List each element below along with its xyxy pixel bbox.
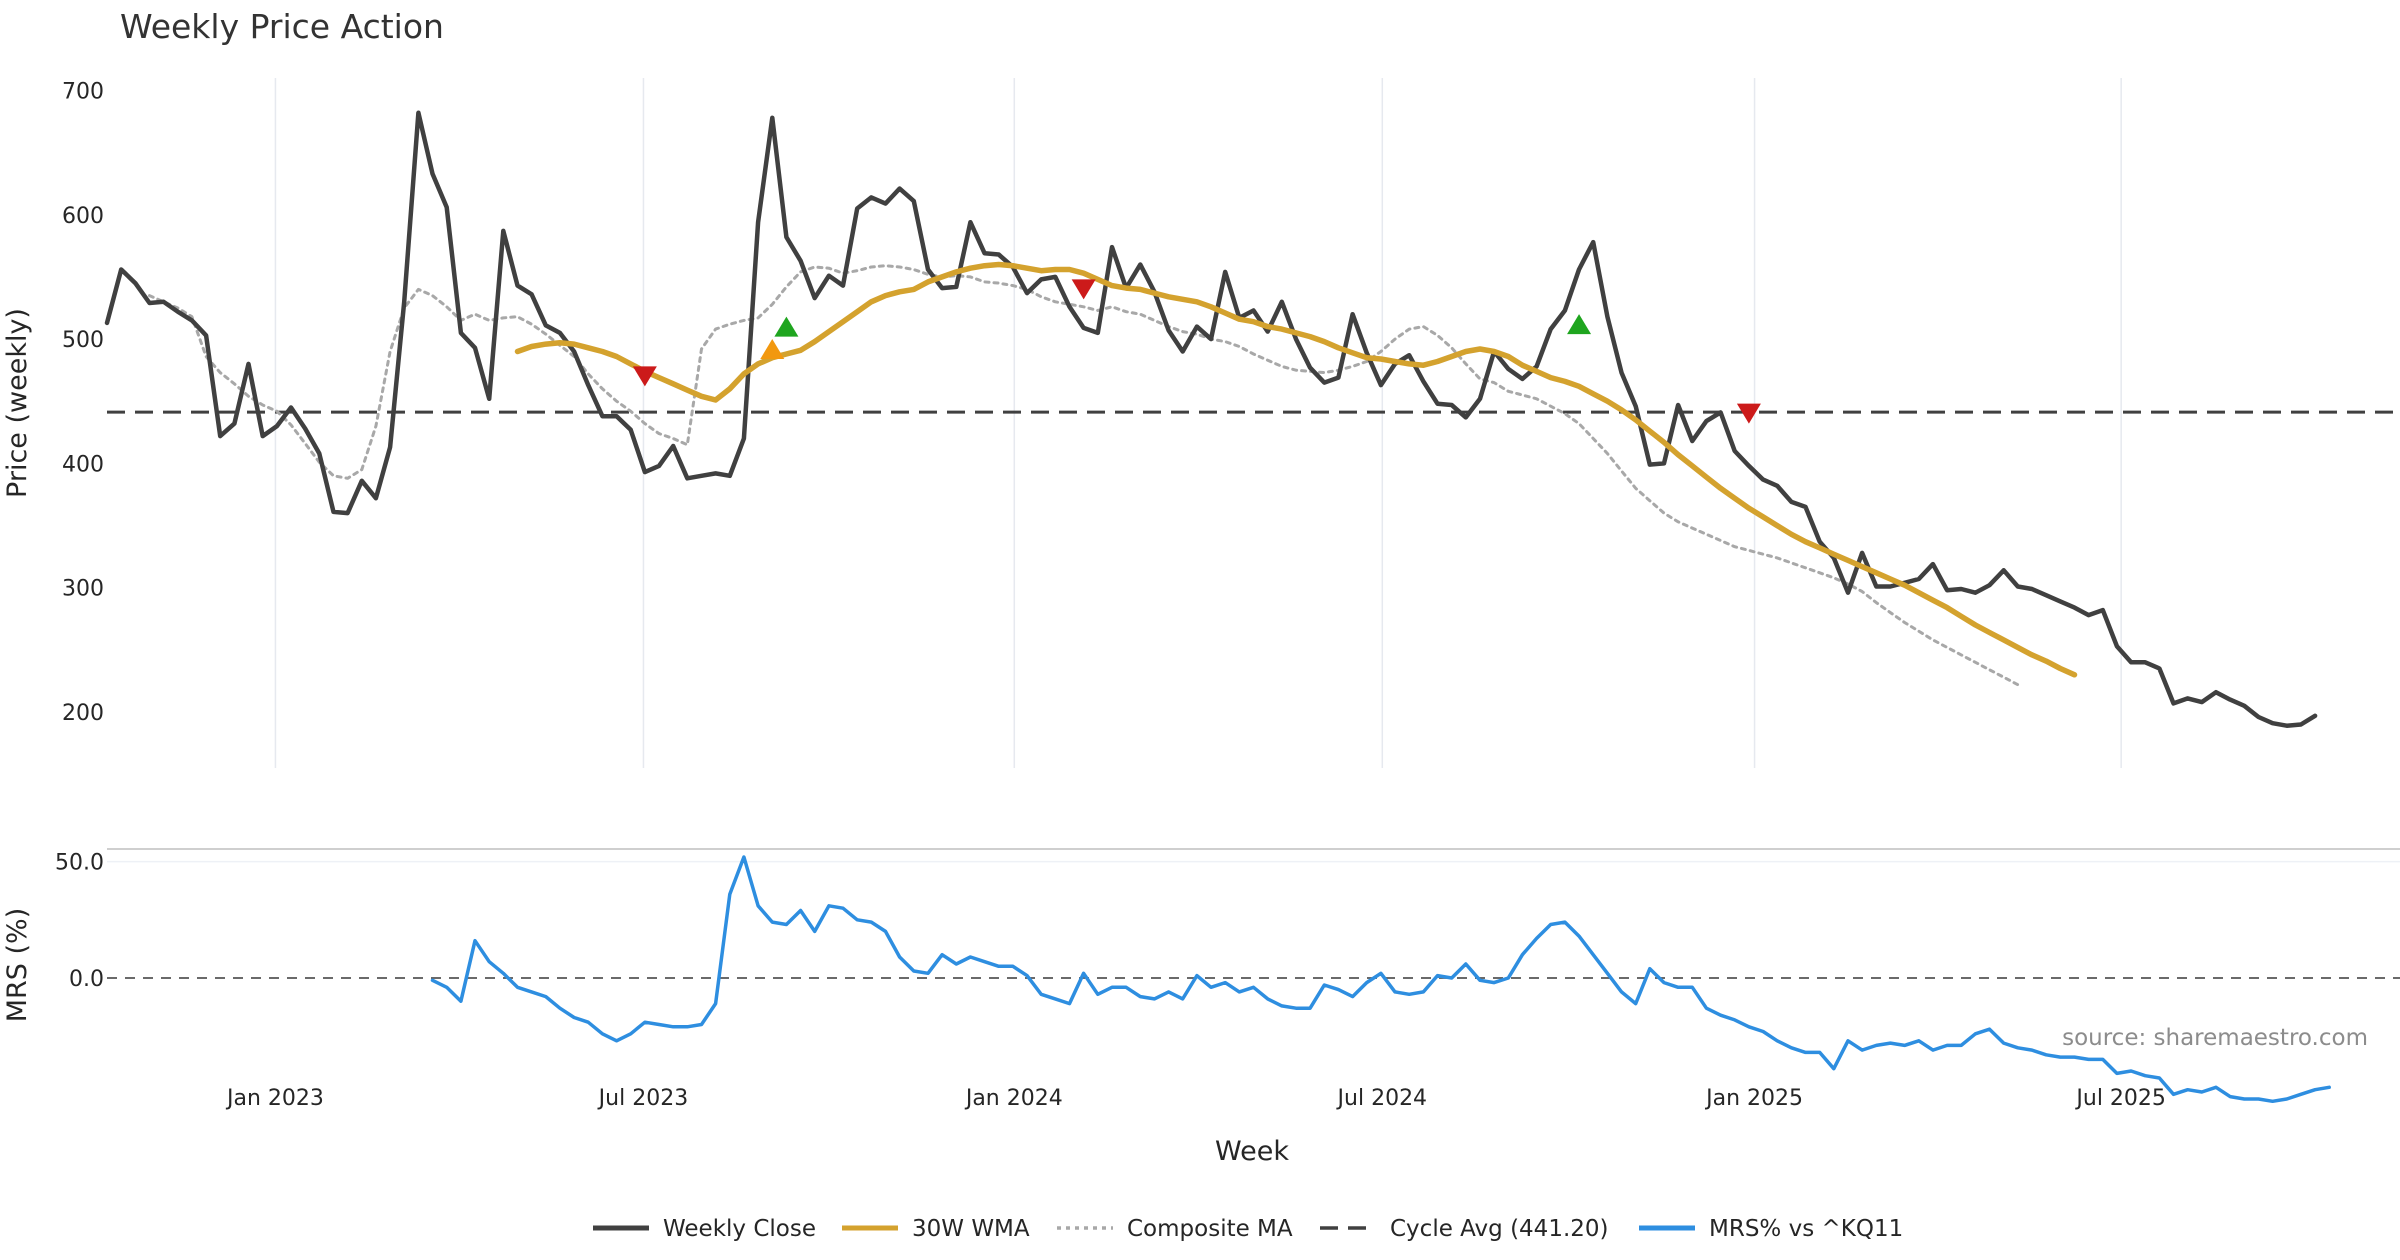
source-note: source: sharemaestro.com <box>2062 1025 2368 1051</box>
caution-signal-marker <box>760 339 785 360</box>
price-panel <box>104 110 2400 728</box>
sell-signal-marker <box>1736 403 1761 424</box>
x-tick-label: Jan 2025 <box>1704 1086 1803 1111</box>
mrs-y-tick-label: 50.0 <box>55 851 104 876</box>
price-y-tick-label: 200 <box>62 701 104 726</box>
price-axis-title: Price (weekly) <box>2 308 33 498</box>
axis-layer: Jan 2023 Jul 2023 Jan 2024 Jul 2024 Jan 2025… <box>55 79 2166 1111</box>
x-tick-label: Jan 2023 <box>225 1086 324 1111</box>
weekly-close-line <box>104 110 2318 728</box>
price-y-tick-label: 600 <box>62 204 104 229</box>
price-y-tick-label: 300 <box>62 577 104 602</box>
x-tick-label: Jul 2023 <box>597 1086 689 1111</box>
price-y-tick-label: 400 <box>62 452 104 477</box>
legend-label: Weekly Close <box>663 1216 816 1242</box>
grid-layer <box>107 78 2400 863</box>
legend-item: Cycle Avg (441.20) <box>1320 1216 1609 1242</box>
mrs-panel <box>107 855 2400 1104</box>
buy-signal-marker <box>1567 314 1592 335</box>
chart-title: Weekly Price Action <box>120 7 444 46</box>
price-y-tick-label: 700 <box>62 79 104 104</box>
mrs-y-tick-label: 0.0 <box>69 967 104 992</box>
legend-item: Weekly Close <box>593 1216 816 1242</box>
legend-label: 30W WMA <box>912 1216 1030 1242</box>
legend-label: Cycle Avg (441.20) <box>1390 1216 1609 1242</box>
x-tick-label: Jul 2024 <box>1336 1086 1428 1111</box>
price-y-tick-label: 500 <box>62 328 104 353</box>
legend-item: MRS% vs ^KQ11 <box>1639 1216 1903 1242</box>
sell-signal-marker <box>632 366 657 387</box>
sell-signal-marker <box>1071 279 1096 300</box>
mrs-line <box>430 855 2331 1104</box>
legend-item: Composite MA <box>1057 1216 1293 1242</box>
legend-label: Composite MA <box>1127 1216 1293 1242</box>
mrs-axis-title: MRS (%) <box>2 908 33 1023</box>
legend-item: 30W WMA <box>842 1216 1030 1242</box>
legend: Weekly Close 30W WMA Composite MA Cycle Avg… <box>593 1216 1903 1242</box>
x-tick-label: Jan 2024 <box>964 1086 1063 1111</box>
x-axis-title: Week <box>1215 1136 1289 1167</box>
buy-signal-marker <box>774 316 799 337</box>
legend-label: MRS% vs ^KQ11 <box>1709 1216 1903 1242</box>
x-tick-label: Jul 2025 <box>2074 1086 2166 1111</box>
